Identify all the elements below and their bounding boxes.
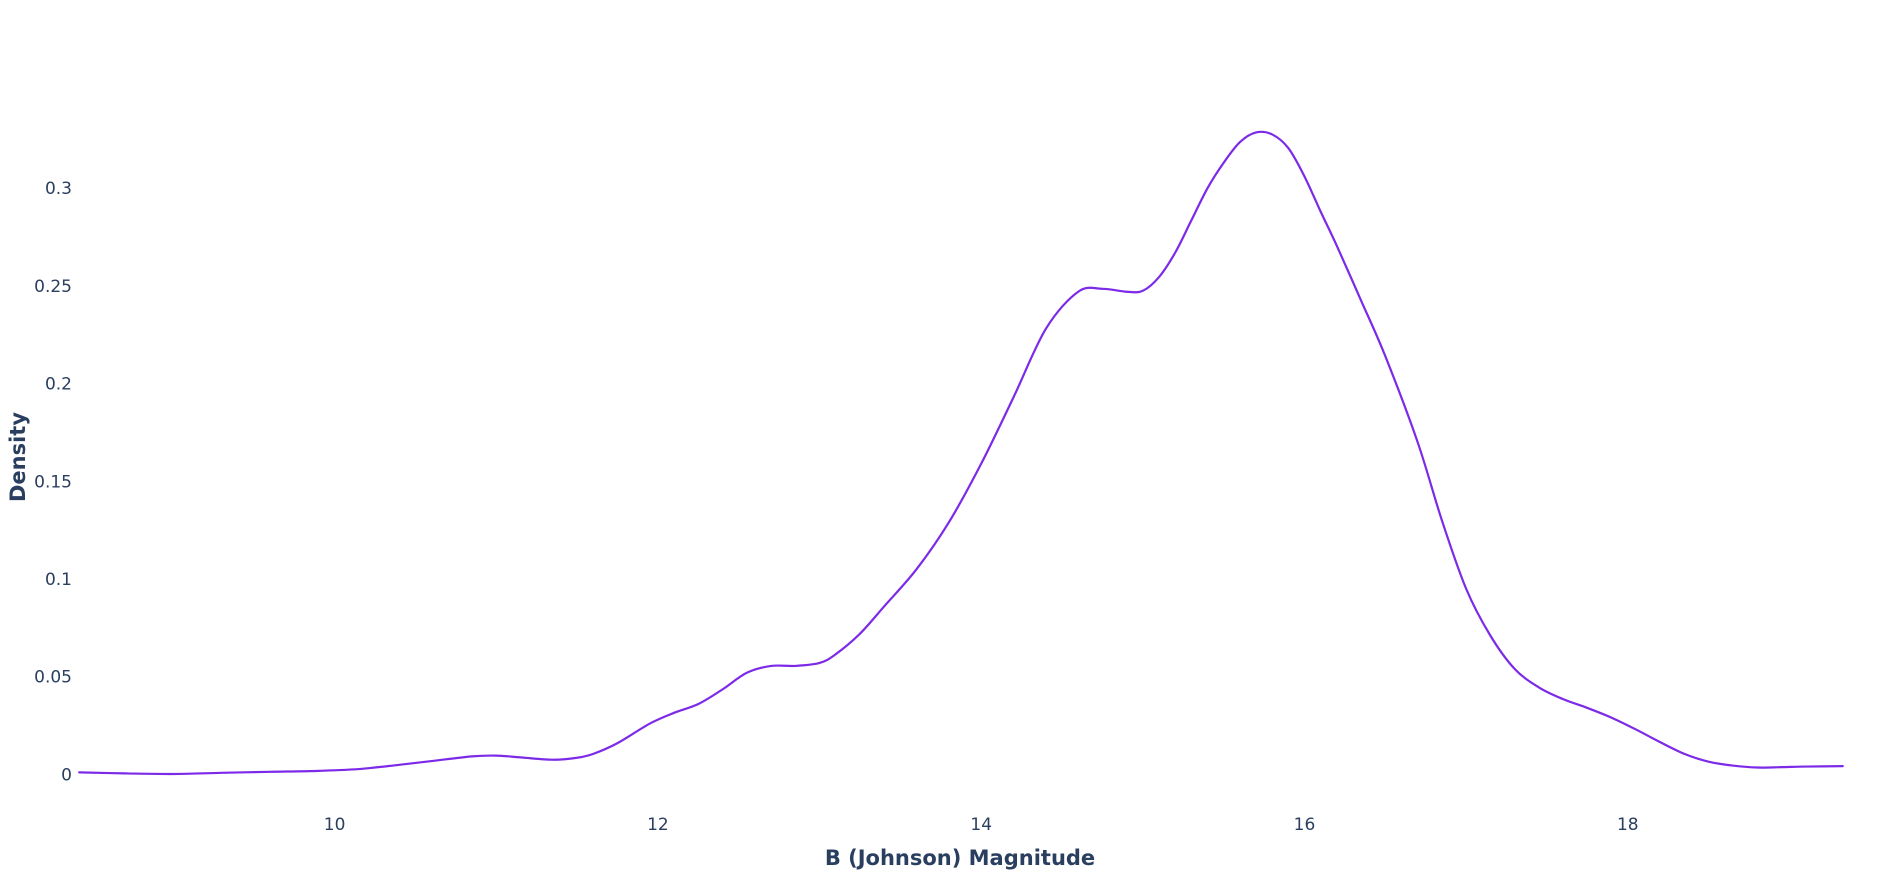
y-tick-label: 0.15 [34,472,72,492]
y-tick-label: 0.25 [34,277,72,297]
y-tick-label: 0.2 [45,375,72,395]
x-tick-label: 16 [1294,815,1316,835]
x-tick-label: 18 [1617,815,1639,835]
y-axis-ticks: 0 0.05 0.1 0.15 0.2 0.25 0.3 [34,179,72,785]
x-tick-label: 12 [647,815,669,835]
y-tick-label: 0.3 [45,179,72,199]
x-tick-label: 14 [970,815,992,835]
y-axis-title: Density [6,412,30,502]
y-tick-label: 0.05 [34,668,72,688]
density-series-line [78,130,1844,776]
series-layer [78,130,1844,776]
y-tick-label: 0.1 [45,570,72,590]
x-axis-title: B (Johnson) Magnitude [825,846,1095,870]
x-tick-label: 10 [324,815,346,835]
x-axis-ticks: 10 12 14 16 18 [324,815,1639,835]
y-tick-label: 0 [61,765,72,785]
